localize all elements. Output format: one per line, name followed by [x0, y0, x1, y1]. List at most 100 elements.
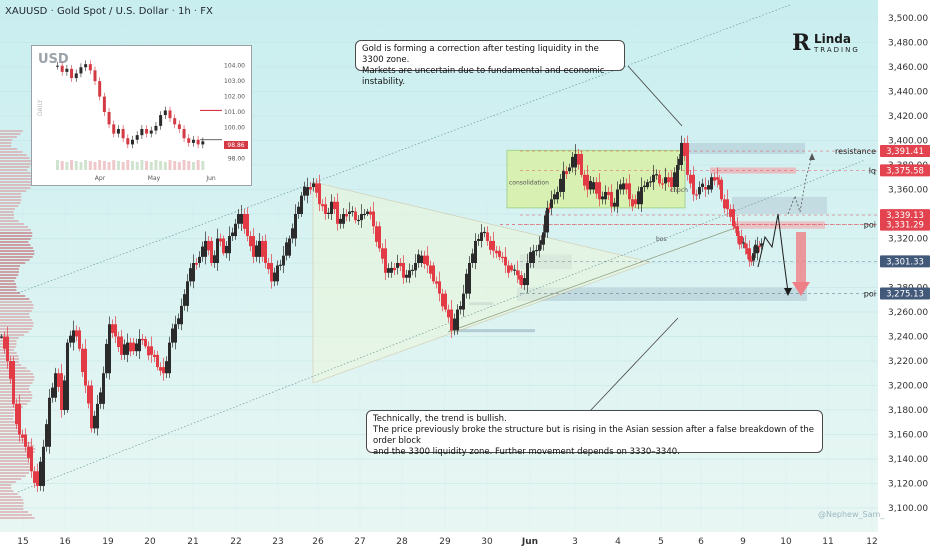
candle-body — [664, 177, 667, 184]
candle-body — [24, 434, 27, 447]
candle-body — [186, 281, 189, 306]
candle-body — [465, 273, 468, 294]
volume-profile-bar — [0, 406, 23, 408]
inset-candle-body — [177, 124, 181, 129]
candle-body — [673, 172, 676, 188]
candle-body — [318, 183, 321, 205]
volume-profile-bar — [0, 163, 31, 165]
callout-line: Markets are uncertain due to fundamental… — [362, 66, 605, 87]
candle-body — [577, 153, 580, 165]
volume-profile-bar — [0, 514, 32, 516]
candle-body — [15, 403, 18, 425]
zone-label: choch — [670, 187, 688, 194]
candle-body — [456, 309, 459, 331]
candle-body — [351, 210, 354, 213]
volume-profile-bar — [0, 304, 34, 306]
chart-interval: 1h — [177, 6, 191, 17]
candle-body — [513, 269, 516, 271]
y-tick-label: 3,360.00 — [888, 186, 928, 196]
candle-body — [595, 182, 598, 194]
arrow-head — [784, 288, 792, 296]
candle-body — [720, 179, 723, 200]
inset-volume-bar — [60, 161, 64, 170]
candle-body — [655, 174, 658, 176]
candle-body — [228, 236, 231, 254]
candle-body — [147, 346, 150, 356]
candle-body — [30, 446, 33, 472]
candle-body — [264, 240, 267, 263]
candle-body — [408, 270, 411, 278]
volume-profile-bar — [0, 274, 19, 276]
inset-candle-body — [191, 139, 195, 143]
volume-profile-bar — [0, 421, 16, 423]
candle-body — [0, 336, 3, 338]
candle-body — [54, 373, 57, 398]
volume-profile-bar — [0, 142, 12, 144]
volume-profile-bar — [0, 463, 30, 465]
usd-inset-chart: USD DAILY 104.00 103.00 102.00 101.00 100.00 98… — [32, 46, 251, 185]
candle-body — [342, 214, 345, 224]
candle-body — [405, 274, 408, 278]
volume-profile-bar — [0, 286, 17, 288]
inset-candle-body — [163, 110, 167, 116]
x-tick-label: 26 — [312, 537, 324, 547]
level-label: lq — [869, 166, 876, 175]
candle-body — [282, 255, 285, 266]
candle-body — [294, 214, 297, 239]
candle-body — [495, 250, 498, 254]
inset-volume-bar — [149, 162, 153, 170]
candle-body — [583, 174, 586, 186]
resistance-zone — [685, 142, 805, 154]
candle-body — [372, 211, 375, 227]
zone-label: bos — [656, 236, 667, 243]
candle-body — [516, 270, 519, 276]
candle-body — [297, 206, 300, 214]
candle-body — [723, 199, 726, 209]
volume-profile-bar — [0, 316, 30, 318]
candle-body — [81, 348, 84, 373]
candle-body — [138, 338, 141, 352]
candle-body — [429, 265, 432, 274]
candle-body — [610, 191, 613, 207]
volume-profile-bar — [0, 196, 22, 198]
x-tick-label: 28 — [396, 537, 408, 547]
volume-profile-bar — [0, 148, 18, 150]
candle-body — [423, 255, 426, 264]
volume-profile-bar — [0, 298, 30, 300]
inset-volume-bar — [201, 161, 205, 170]
inset-x-tick-label: Jun — [205, 175, 216, 182]
x-tick-label: 19 — [102, 537, 114, 547]
price-tag — [880, 255, 930, 268]
candle-body — [333, 201, 336, 210]
symbol-header[interactable]: XAUUSD · Gold Spot / U.S. Dollar · 1h · … — [5, 6, 213, 17]
candle-body — [556, 191, 559, 200]
candle-body — [252, 236, 255, 257]
inset-y-tick-label: 100.00 — [224, 124, 245, 131]
candle-body — [69, 335, 72, 343]
volume-profile-bar — [0, 229, 31, 231]
candle-body — [345, 214, 348, 217]
candle-body — [542, 232, 545, 245]
candle-body — [348, 211, 351, 214]
candle-body — [734, 226, 737, 229]
inset-volume-bar — [79, 162, 83, 170]
volume-profile-bar — [0, 328, 32, 330]
candle-body — [468, 263, 471, 294]
inset-volume-bar — [112, 160, 116, 170]
y-tick-label: 3,240.00 — [888, 333, 928, 343]
y-tick-label: 3,200.00 — [888, 382, 928, 392]
poi-lower-zone — [517, 287, 807, 301]
volume-profile-bar — [0, 451, 35, 453]
volume-profile-bar — [0, 445, 35, 447]
candle-body — [177, 318, 180, 325]
volume-profile-bar — [0, 181, 36, 183]
volume-profile-bar — [0, 334, 25, 336]
candle-body — [243, 214, 246, 229]
candle-body — [625, 183, 628, 190]
volume-profile-bar — [0, 193, 22, 195]
candle-body — [616, 189, 619, 207]
candle-body — [117, 336, 120, 348]
volume-profile-bar — [0, 271, 19, 273]
volume-profile-bar — [0, 412, 14, 414]
